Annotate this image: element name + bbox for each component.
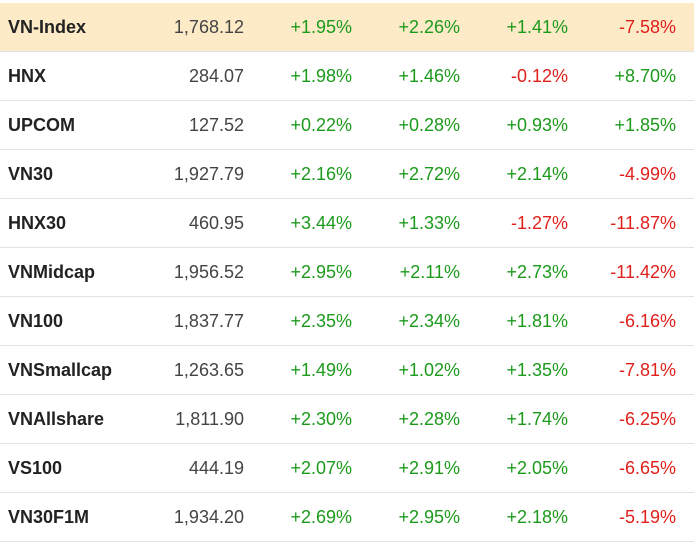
index-row[interactable]: VN30F1M 1,934.20 +2.69% +2.95% +2.18% -5.19% [0, 492, 694, 542]
index-row[interactable]: VN-Index 1,768.12 +1.95% +2.26% +1.41% -7.58% [0, 3, 694, 52]
index-name: VNMidcap [0, 247, 140, 297]
index-change: +1.33% [352, 198, 460, 248]
index-value: 1,768.12 [140, 3, 244, 52]
index-value: 1,934.20 [140, 492, 244, 542]
index-change: -6.65% [568, 443, 694, 493]
index-row[interactable]: HNX 284.07 +1.98% +1.46% -0.12% +8.70% [0, 51, 694, 101]
index-row[interactable]: VNAllshare 1,811.90 +2.30% +2.28% +1.74% -6.2… [0, 394, 694, 444]
index-change: +1.85% [568, 100, 694, 150]
index-table: VN-Index 1,768.12 +1.95% +2.26% +1.41% -7.58%… [0, 3, 694, 542]
index-change: -0.12% [460, 51, 568, 101]
index-change: +8.70% [568, 51, 694, 101]
index-change: +1.81% [460, 296, 568, 346]
index-name: VN30F1M [0, 492, 140, 542]
index-change: +2.95% [244, 247, 352, 297]
index-change: +0.22% [244, 100, 352, 150]
index-change: +1.74% [460, 394, 568, 444]
index-name: VN100 [0, 296, 140, 346]
index-value: 284.07 [140, 51, 244, 101]
index-name: HNX30 [0, 198, 140, 248]
index-row[interactable]: VN30 1,927.79 +2.16% +2.72% +2.14% -4.99% [0, 149, 694, 199]
index-value: 1,837.77 [140, 296, 244, 346]
index-change: -6.16% [568, 296, 694, 346]
index-change: -4.99% [568, 149, 694, 199]
index-change: +1.02% [352, 345, 460, 395]
index-change: +2.34% [352, 296, 460, 346]
index-change: -11.42% [568, 247, 694, 297]
index-change: +2.05% [460, 443, 568, 493]
index-change: +0.28% [352, 100, 460, 150]
index-change: +2.30% [244, 394, 352, 444]
index-value: 1,956.52 [140, 247, 244, 297]
index-row[interactable]: VN100 1,837.77 +2.35% +2.34% +1.81% -6.16% [0, 296, 694, 346]
table-body: VN-Index 1,768.12 +1.95% +2.26% +1.41% -7.58%… [0, 3, 694, 542]
index-name: UPCOM [0, 100, 140, 150]
index-change: +2.14% [460, 149, 568, 199]
index-value: 1,927.79 [140, 149, 244, 199]
index-value: 460.95 [140, 198, 244, 248]
index-change: +1.95% [244, 3, 352, 52]
index-change: +2.16% [244, 149, 352, 199]
index-change: +2.07% [244, 443, 352, 493]
index-change: -1.27% [460, 198, 568, 248]
index-name: HNX [0, 51, 140, 101]
index-change: +2.72% [352, 149, 460, 199]
index-change: +3.44% [244, 198, 352, 248]
index-change: +1.41% [460, 3, 568, 52]
index-change: +2.91% [352, 443, 460, 493]
index-row[interactable]: HNX30 460.95 +3.44% +1.33% -1.27% -11.87% [0, 198, 694, 248]
index-change: +2.35% [244, 296, 352, 346]
index-change: +2.26% [352, 3, 460, 52]
index-change: -7.58% [568, 3, 694, 52]
index-value: 1,263.65 [140, 345, 244, 395]
index-change: +1.49% [244, 345, 352, 395]
index-value: 127.52 [140, 100, 244, 150]
index-value: 444.19 [140, 443, 244, 493]
index-value: 1,811.90 [140, 394, 244, 444]
index-row[interactable]: UPCOM 127.52 +0.22% +0.28% +0.93% +1.85% [0, 100, 694, 150]
index-change: -11.87% [568, 198, 694, 248]
index-row[interactable]: VNSmallcap 1,263.65 +1.49% +1.02% +1.35% -7.8… [0, 345, 694, 395]
index-change: -5.19% [568, 492, 694, 542]
index-change: -6.25% [568, 394, 694, 444]
index-change: +2.73% [460, 247, 568, 297]
index-row[interactable]: VNMidcap 1,956.52 +2.95% +2.11% +2.73% -11.42… [0, 247, 694, 297]
index-change: +0.93% [460, 100, 568, 150]
index-change: +2.11% [352, 247, 460, 297]
index-name: VN-Index [0, 3, 140, 52]
index-name: VNSmallcap [0, 345, 140, 395]
index-name: VN30 [0, 149, 140, 199]
index-name: VNAllshare [0, 394, 140, 444]
index-change: +2.69% [244, 492, 352, 542]
index-change: +1.35% [460, 345, 568, 395]
index-change: +1.98% [244, 51, 352, 101]
index-row[interactable]: VS100 444.19 +2.07% +2.91% +2.05% -6.65% [0, 443, 694, 493]
index-name: VS100 [0, 443, 140, 493]
index-change: -7.81% [568, 345, 694, 395]
index-change: +1.46% [352, 51, 460, 101]
index-change: +2.28% [352, 394, 460, 444]
index-change: +2.18% [460, 492, 568, 542]
index-change: +2.95% [352, 492, 460, 542]
